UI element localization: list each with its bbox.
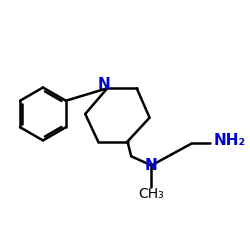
Text: NH₂: NH₂ xyxy=(213,133,245,148)
Text: N: N xyxy=(97,77,110,92)
Text: N: N xyxy=(145,158,158,173)
Text: CH₃: CH₃ xyxy=(138,187,164,201)
